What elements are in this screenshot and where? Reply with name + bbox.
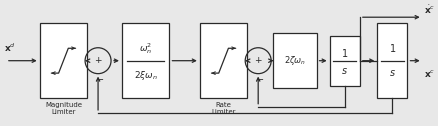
Bar (122, 23, 170, 98)
Text: $\omega_n^2$: $\omega_n^2$ (139, 41, 152, 56)
Text: $2\xi\omega_n$: $2\xi\omega_n$ (134, 69, 158, 82)
Text: $\mathbf{x}^d$: $\mathbf{x}^d$ (4, 42, 16, 54)
Bar (200, 23, 247, 98)
Text: $1$: $1$ (389, 42, 396, 54)
Text: $\dot{\mathbf{x}}^c$: $\dot{\mathbf{x}}^c$ (424, 4, 435, 16)
Text: $2\zeta\omega_n$: $2\zeta\omega_n$ (284, 54, 306, 67)
Text: $\mathbf{x}^c$: $\mathbf{x}^c$ (424, 68, 435, 79)
Bar (40, 23, 87, 98)
Bar (273, 33, 317, 88)
Text: Magnitude
Limiter: Magnitude Limiter (45, 102, 82, 115)
Text: $1$: $1$ (341, 47, 348, 59)
Text: −: − (256, 75, 264, 85)
Text: +: + (94, 56, 102, 65)
Text: −: − (96, 75, 104, 85)
Bar (330, 36, 360, 86)
Text: $s$: $s$ (341, 66, 348, 76)
Text: +: + (254, 56, 262, 65)
Bar (377, 23, 407, 98)
Text: Rate
Limiter: Rate Limiter (211, 102, 236, 115)
Text: $s$: $s$ (389, 68, 396, 78)
